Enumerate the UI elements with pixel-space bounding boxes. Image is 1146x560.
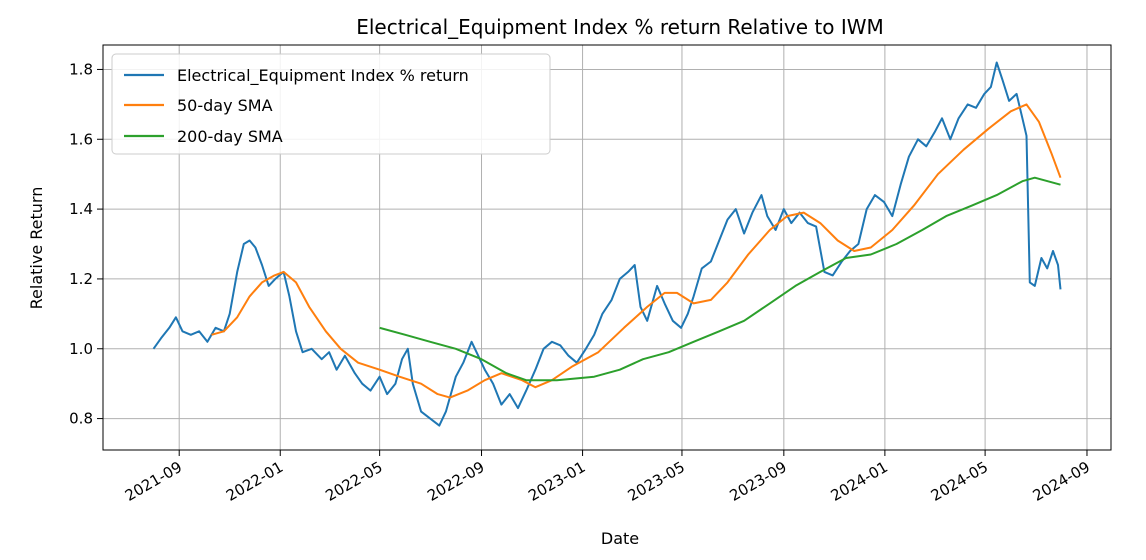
legend-label-price: Electrical_Equipment Index % return	[177, 66, 469, 86]
y-axis: 0.8 1.0 1.2 1.4 1.6 1.8	[69, 60, 103, 428]
series-line-sma-50	[211, 103, 1062, 399]
chart-title: Electrical_Equipment Index % return Rela…	[356, 15, 884, 39]
legend-label-sma200: 200-day SMA	[177, 127, 283, 146]
y-tick-label: 1.8	[69, 60, 93, 78]
y-tick-label: 1.4	[69, 200, 93, 218]
y-tick-label: 1.0	[69, 340, 93, 358]
plot-frame	[102, 44, 1112, 451]
y-tick-label: 1.2	[69, 270, 93, 288]
x-axis-label: Date	[601, 529, 639, 548]
y-tick-label: 0.8	[69, 410, 93, 428]
legend: Electrical_Equipment Index % return 50-d…	[111, 53, 551, 155]
series-line-sma-200	[379, 176, 1061, 382]
y-tick-label: 1.6	[69, 130, 93, 148]
legend-box	[111, 53, 551, 155]
y-axis-label: Relative Return	[27, 187, 46, 310]
legend-label-sma50: 50-day SMA	[177, 96, 273, 115]
series-layer	[152, 61, 1062, 427]
series-line-index-return	[152, 61, 1062, 427]
